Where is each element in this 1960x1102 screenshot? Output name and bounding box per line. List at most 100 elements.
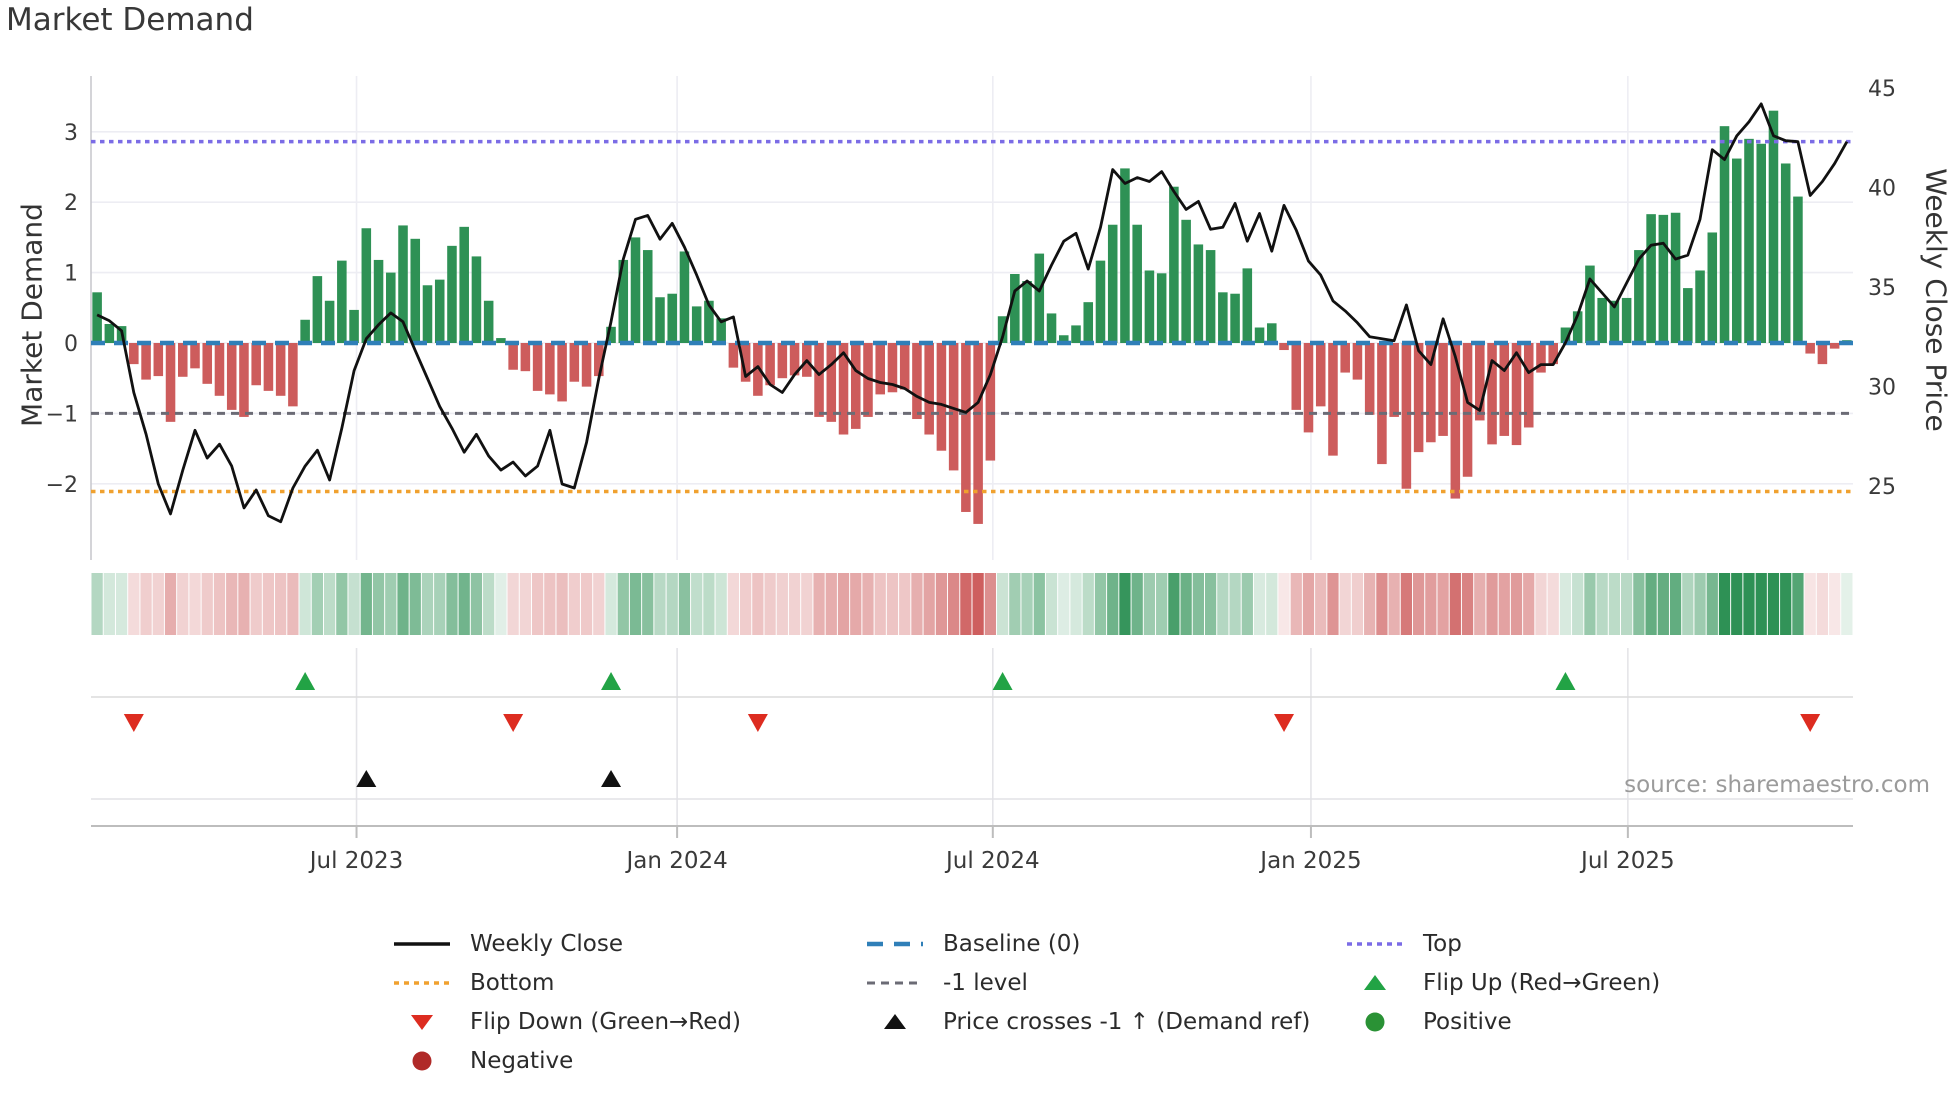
demand-bar [1621, 297, 1632, 343]
demand-bar [728, 343, 739, 368]
heatmap-cell [446, 573, 458, 635]
heatmap-cell [1009, 573, 1021, 635]
demand-bar [1010, 274, 1020, 343]
heatmap-cell [1107, 573, 1119, 635]
demand-bar [1352, 343, 1363, 380]
heatmap-cell [1535, 573, 1547, 635]
heatmap-cell [1596, 573, 1608, 635]
demand-bar [202, 343, 213, 384]
demand-bar [508, 343, 518, 370]
flip-up-marker [1555, 672, 1576, 690]
demand-bar [1389, 343, 1399, 417]
heatmap-cell [1229, 573, 1241, 635]
demand-bar [496, 338, 506, 343]
heatmap-cell [1217, 573, 1229, 635]
heatmap-cell [911, 573, 923, 635]
demand-bar [141, 343, 151, 380]
demand-bar [1560, 327, 1571, 343]
y-tick-label-left: −1 [46, 402, 78, 427]
heatmap-cell [311, 573, 323, 635]
heatmap-cell [1156, 573, 1168, 635]
heatmap-cell [935, 573, 948, 635]
heatmap-cell [213, 573, 226, 635]
demand-bar [1022, 281, 1032, 343]
demand-bar [997, 316, 1008, 343]
demand-bar [765, 343, 775, 386]
heatmap-cell [1841, 573, 1853, 635]
flip-down-marker [503, 714, 524, 732]
demand-bar [1095, 260, 1106, 343]
heatmap-cell [1082, 573, 1094, 635]
heatmap-cell [1058, 573, 1070, 635]
demand-bar [1242, 268, 1253, 343]
demand-bar [667, 293, 677, 343]
demand-bar [1107, 224, 1118, 343]
demand-bar [1193, 244, 1204, 343]
heatmap-cell [201, 573, 213, 635]
price-cross-marker [601, 770, 622, 787]
demand-bar [961, 343, 971, 512]
heatmap-cell [899, 573, 911, 635]
demand-bar [1475, 343, 1485, 421]
heatmap-cell [727, 573, 740, 635]
source-attribution: source: sharemaestro.com [1624, 772, 1930, 798]
heatmap-cell [764, 573, 776, 635]
demand-bar [471, 256, 482, 343]
heatmap-cell [115, 573, 128, 635]
heatmap-cell [1412, 573, 1425, 635]
legend-label: Price crosses -1 ↑ (Demand ref) [943, 1008, 1311, 1035]
y-tick-label-left: 0 [64, 332, 78, 357]
demand-bar [1315, 343, 1326, 407]
heatmap-cell [1804, 573, 1816, 635]
legend-item-price-cross: Price crosses -1 ↑ (Demand ref) [865, 1002, 1345, 1041]
demand-bar [1548, 343, 1558, 365]
heatmap-cell [1204, 573, 1217, 635]
heatmap-cell [1682, 573, 1694, 635]
demand-bar [1793, 196, 1803, 343]
demand-bar [349, 309, 359, 343]
heatmap-cell [1718, 573, 1731, 635]
flip-down-marker [1800, 714, 1821, 732]
heatmap-cell [568, 573, 580, 635]
demand-bar [875, 343, 886, 395]
heatmap-cell [1829, 573, 1841, 635]
heatmap-cell [874, 573, 886, 635]
heatmap-cell [837, 573, 850, 635]
heatmap-cell [421, 573, 434, 635]
legend-label: Top [1423, 930, 1462, 957]
heatmap-cell [483, 573, 495, 635]
flip-down-triangle-icon [411, 1014, 433, 1030]
heatmap-cell [1694, 573, 1706, 635]
heatmap-cell [715, 573, 727, 635]
heatmap-cell [1253, 573, 1266, 635]
heatmap-cell [654, 573, 666, 635]
heatmap-cell [593, 573, 605, 635]
heatmap-cell [1290, 573, 1302, 635]
heatmap-cell [1094, 573, 1107, 635]
demand-bar [532, 343, 543, 391]
demand-bar [275, 343, 286, 396]
demand-bar [557, 343, 567, 402]
heatmap-cell [1743, 573, 1755, 635]
heatmap-cell [996, 573, 1009, 635]
heatmap-cell [1584, 573, 1596, 635]
legend-label: Bottom [470, 969, 555, 996]
market-demand-chart: Jul 2023 Jan 2024 Jul 2024 Jan 2025 Jul 2025… [46, 76, 1896, 874]
demand-bar [1144, 270, 1155, 343]
heatmap-cell [1816, 573, 1829, 635]
demand-bar [1805, 343, 1815, 354]
demand-bar [239, 343, 249, 417]
heatmap-cell [336, 573, 348, 635]
demand-bar [936, 343, 947, 451]
y-tick-label-right: 30 [1868, 376, 1896, 401]
heatmap-cell [177, 573, 189, 635]
heatmap-cell [862, 573, 874, 635]
heatmap-cell [1192, 573, 1204, 635]
heatmap-cell [91, 573, 103, 635]
heatmap-cell [262, 573, 275, 635]
heatmap-cell [323, 573, 336, 635]
heatmap-cell [1474, 573, 1486, 635]
heatmap-cell [1706, 573, 1718, 635]
demand-bar [165, 343, 176, 422]
flip-up-marker [601, 672, 622, 690]
